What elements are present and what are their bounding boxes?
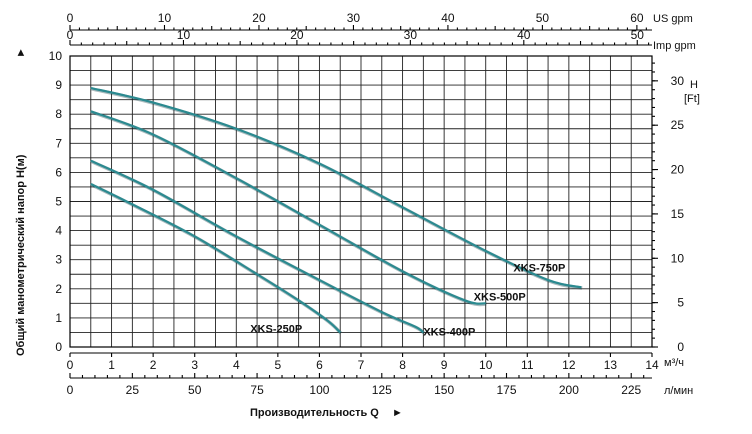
x-tick-label: 0	[67, 358, 74, 372]
top-imp-tick-label: 50	[631, 28, 645, 42]
top-us-tick-label: 20	[252, 11, 266, 25]
top-imp-tick-label: 40	[517, 28, 531, 42]
top-imp-tick-label: 10	[177, 28, 191, 42]
y-tick-label: 0	[55, 340, 62, 354]
y-axis-title-group: Общий манометрический напор H(м) ►	[15, 47, 27, 356]
top-unit-imp-gpm: Imp gpm	[653, 40, 696, 52]
x-tick-label: 3	[191, 358, 198, 372]
series-line-shadow	[91, 87, 583, 290]
y-ft-tick-label: 25	[671, 118, 685, 132]
x-tick-label: 6	[316, 358, 323, 372]
x-tick-label: 13	[604, 358, 618, 372]
x-lmin-tick-label: 225	[621, 383, 641, 397]
y-tick-label: 6	[55, 165, 62, 179]
y-tick-label: 7	[55, 136, 62, 150]
y-ft-tick-label: 30	[671, 74, 685, 88]
top-imp-tick-label: 30	[404, 28, 418, 42]
x-tick-label: 2	[150, 358, 157, 372]
right-unit-h: H	[690, 79, 698, 91]
grid	[69, 55, 653, 348]
right-unit-ft: [Ft]	[684, 93, 700, 105]
top-us-tick-label: 10	[158, 11, 172, 25]
x-lmin-tick-label: 25	[126, 383, 140, 397]
series-line-shadow	[90, 183, 343, 335]
x-axis-arrow: ►	[392, 407, 403, 419]
series-line-xks-500p	[90, 110, 486, 305]
x-lmin-tick-label: 200	[559, 383, 579, 397]
x-tick-label: 12	[562, 358, 576, 372]
curves	[90, 86, 583, 335]
top-us-tick-label: 0	[67, 11, 74, 25]
plot-frame	[69, 55, 653, 348]
y-ft-tick-label: 0	[677, 340, 684, 354]
x-tick-label: 5	[275, 358, 282, 372]
y-ft-tick-label: 20	[671, 163, 685, 177]
y-tick-label: 9	[55, 78, 62, 92]
x-lmin-tick-label: 125	[372, 383, 392, 397]
y-ft-tick-label: 5	[677, 296, 684, 310]
top-us-tick-label: 40	[441, 11, 455, 25]
y-tick-label: 2	[55, 282, 62, 296]
y-ft-tick-label: 10	[671, 251, 685, 265]
x-lmin-tick-label: 0	[67, 383, 74, 397]
top-us-tick-label: 30	[347, 11, 361, 25]
y-axis-title: Общий манометрический напор H(м)	[15, 154, 27, 356]
x-lmin-tick-label: 75	[250, 383, 264, 397]
labels: XKS-750P XKS-500P XKS-400P XKS-250P	[250, 262, 565, 338]
top-unit-us-gpm: US gpm	[653, 13, 693, 25]
x-lmin-tick-label: 175	[496, 383, 516, 397]
series-label-xks-500p: XKS-500P	[474, 291, 526, 303]
series-line-xks-750p	[90, 86, 582, 289]
x-lmin-tick-label: 150	[434, 383, 454, 397]
series-line-xks-250p	[90, 183, 341, 334]
series-label-xks-750p: XKS-750P	[513, 262, 565, 274]
x-lmin-tick-label: 50	[188, 383, 202, 397]
x-tick-label: 14	[645, 358, 659, 372]
x-unit-m3h: м³/ч	[664, 357, 684, 369]
x-axis-title: Производительность Q	[250, 407, 379, 419]
x-unit-lmin: л/мин	[664, 385, 693, 397]
y-tick-label: 3	[55, 253, 62, 267]
x-tick-label: 8	[399, 358, 406, 372]
x-tick-label: 11	[521, 358, 534, 372]
x-tick-label: 10	[479, 358, 493, 372]
y-tick-label: 4	[55, 224, 62, 238]
series-label-xks-250p: XKS-250P	[250, 323, 302, 335]
y-ft-tick-label: 15	[671, 207, 685, 221]
x-tick-label: 9	[441, 358, 448, 372]
y-tick-label: 8	[55, 107, 62, 121]
x-tick-label: 1	[108, 358, 115, 372]
x-lmin-tick-label: 100	[309, 383, 329, 397]
y-tick-label: 5	[55, 195, 62, 209]
top-us-tick-label: 50	[536, 11, 550, 25]
y-tick-label: 10	[49, 49, 63, 63]
top-us-tick-label: 60	[630, 11, 644, 25]
y-tick-label: 1	[55, 311, 62, 325]
series-line-xks-400p	[90, 159, 425, 334]
top-imp-tick-label: 20	[290, 28, 304, 42]
y-axis-arrow: ►	[15, 47, 27, 58]
x-tick-label: 4	[233, 358, 240, 372]
x-tick-label: 7	[358, 358, 365, 372]
series-label-xks-400p: XKS-400P	[423, 326, 475, 338]
top-imp-tick-label: 0	[67, 28, 74, 42]
